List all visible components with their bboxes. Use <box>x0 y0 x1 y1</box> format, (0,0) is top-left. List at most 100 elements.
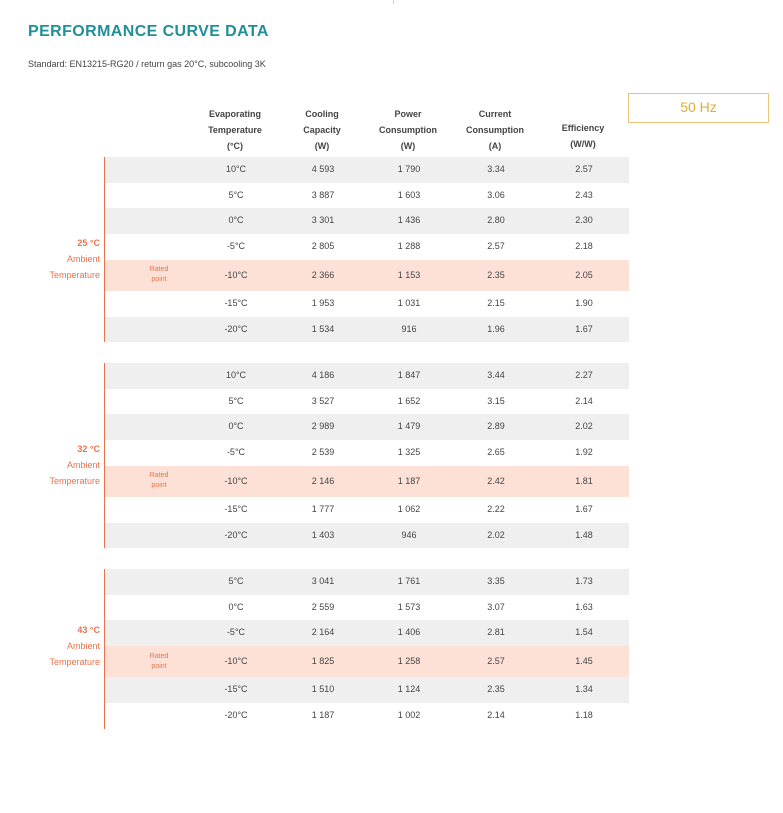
cell-power-consumption: 946 <box>401 529 417 540</box>
rated-point-line: Rated <box>149 266 169 274</box>
header-line: Capacity <box>303 125 341 135</box>
cell-evaporating-temperature: 0°C <box>228 421 244 432</box>
header-line: (°C) <box>226 141 244 151</box>
cell-current-consumption: 2.65 <box>487 447 505 458</box>
ambient-temperature-label: 43 °C Ambient Temperature <box>0 622 100 670</box>
header-line: Evaporating <box>208 109 261 119</box>
ambient-temperature-label: 25 °C Ambient Temperature <box>0 235 100 283</box>
ambient-temperature-text: Ambient <box>66 254 100 265</box>
cell-power-consumption: 1 573 <box>397 601 421 612</box>
header-line: Temperature <box>208 125 262 135</box>
cell-power-consumption: 1 325 <box>397 447 421 458</box>
cell-efficiency: 2.30 <box>575 215 593 226</box>
table-row: -15°C 1 510 1 124 2.35 1.34 <box>105 677 629 703</box>
table-row: -10°C 2 146 1 187 2.42 1.81 Rated point <box>105 465 629 497</box>
header-line: Cooling <box>305 109 339 119</box>
rated-point-label: Rated point <box>130 471 188 491</box>
table-row: 0°C 2 559 1 573 3.07 1.63 <box>105 595 629 621</box>
cell-current-consumption: 2.81 <box>487 627 505 638</box>
cell-efficiency: 1.67 <box>575 503 593 514</box>
cell-efficiency: 1.18 <box>575 709 593 720</box>
cell-efficiency: 1.67 <box>575 323 593 334</box>
ambient-group: 10°C 4 186 1 847 3.44 2.27 5°C 3 527 1 652 3.15 2… <box>104 363 629 549</box>
ambient-temperature-value: 43 °C <box>77 624 100 635</box>
cell-current-consumption: 1.96 <box>487 323 505 334</box>
cell-evaporating-temperature: 5°C <box>228 395 244 406</box>
cell-power-consumption: 1 031 <box>397 297 421 308</box>
cell-cooling-capacity: 1 534 <box>311 323 335 334</box>
cell-efficiency: 1.45 <box>575 656 593 667</box>
cell-current-consumption: 3.06 <box>487 189 505 200</box>
header-line: Efficiency <box>561 123 605 133</box>
header-line: (W) <box>314 141 330 151</box>
ambient-temperature-text: Temperature <box>49 656 100 667</box>
cell-power-consumption: 1 847 <box>397 370 421 380</box>
cell-evaporating-temperature: -10°C <box>224 475 248 486</box>
cell-current-consumption: 2.14 <box>487 709 505 720</box>
cell-evaporating-temperature: -15°C <box>224 297 248 308</box>
cell-cooling-capacity: 4 186 <box>311 370 335 380</box>
cell-evaporating-temperature: -15°C <box>224 684 248 695</box>
cell-current-consumption: 2.35 <box>487 684 505 695</box>
cell-cooling-capacity: 2 805 <box>311 241 335 252</box>
table-row: 5°C 3 041 1 761 3.35 1.73 <box>105 569 629 595</box>
cell-evaporating-temperature: -10°C <box>224 656 248 667</box>
cell-evaporating-temperature: -20°C <box>224 709 248 720</box>
cell-cooling-capacity: 1 825 <box>311 656 335 667</box>
cell-evaporating-temperature: -20°C <box>224 323 248 334</box>
cell-power-consumption: 1 652 <box>397 395 421 406</box>
ambient-temperature-label: 32 °C Ambient Temperature <box>0 441 100 489</box>
ambient-temperature-text: Ambient <box>66 460 100 471</box>
table-row: 10°C 4 186 1 847 3.44 2.27 <box>105 363 629 389</box>
cell-power-consumption: 1 790 <box>397 164 421 174</box>
header-evaporating-temperature: Evaporating Temperature (°C) <box>190 106 280 154</box>
table-row: -20°C 1 403 946 2.02 1.48 <box>105 522 629 549</box>
header-power-consumption: Power Consumption (W) <box>363 106 453 154</box>
table-row: -5°C 2 539 1 325 2.65 1.92 <box>105 440 629 466</box>
cell-efficiency: 1.73 <box>575 576 593 586</box>
rated-point-line: Rated <box>149 472 169 480</box>
table-row: 5°C 3 527 1 652 3.15 2.14 <box>105 389 629 415</box>
cell-power-consumption: 1 002 <box>397 709 421 720</box>
top-divider <box>393 0 394 4</box>
rated-point-label: Rated point <box>130 652 188 672</box>
cell-current-consumption: 2.57 <box>487 241 505 252</box>
cell-efficiency: 1.81 <box>575 475 593 486</box>
cell-efficiency: 2.18 <box>575 241 593 252</box>
cell-power-consumption: 1 603 <box>397 189 421 200</box>
cell-cooling-capacity: 2 146 <box>311 475 335 486</box>
cell-cooling-capacity: 3 527 <box>311 395 335 406</box>
cell-cooling-capacity: 2 539 <box>311 447 335 458</box>
table-row: 10°C 4 593 1 790 3.34 2.57 <box>105 157 629 183</box>
rated-point-line: point <box>151 662 167 670</box>
cell-evaporating-temperature: -15°C <box>224 503 248 514</box>
cell-evaporating-temperature: 0°C <box>228 601 244 612</box>
cell-efficiency: 1.90 <box>575 297 593 308</box>
cell-power-consumption: 1 124 <box>397 684 421 695</box>
cell-power-consumption: 1 258 <box>397 656 421 667</box>
cell-efficiency: 2.27 <box>575 370 593 380</box>
cell-evaporating-temperature: -5°C <box>226 627 246 638</box>
header-line: Power <box>394 109 422 119</box>
cell-efficiency: 2.02 <box>575 421 593 432</box>
cell-cooling-capacity: 2 989 <box>311 421 335 432</box>
cell-evaporating-temperature: 5°C <box>228 189 244 200</box>
cell-power-consumption: 1 153 <box>397 269 421 280</box>
cell-cooling-capacity: 2 559 <box>311 601 335 612</box>
cell-efficiency: 1.48 <box>575 529 593 540</box>
cell-power-consumption: 1 062 <box>397 503 421 514</box>
header-cooling-capacity: Cooling Capacity (W) <box>277 106 367 154</box>
cell-power-consumption: 1 187 <box>397 475 421 486</box>
cell-cooling-capacity: 1 953 <box>311 297 335 308</box>
cell-current-consumption: 2.02 <box>487 529 505 540</box>
table-row: 0°C 3 301 1 436 2.80 2.30 <box>105 208 629 235</box>
ambient-temperature-text: Temperature <box>49 270 100 281</box>
header-current-consumption: Current Consumption (A) <box>450 106 540 154</box>
cell-efficiency: 1.54 <box>575 627 593 638</box>
cell-cooling-capacity: 1 510 <box>311 684 335 695</box>
table-row: -10°C 1 825 1 258 2.57 1.45 Rated point <box>105 646 629 678</box>
cell-evaporating-temperature: 10°C <box>225 370 247 380</box>
header-line: Current <box>478 109 512 119</box>
header-line: (A) <box>488 141 502 151</box>
cell-power-consumption: 1 406 <box>397 627 421 638</box>
